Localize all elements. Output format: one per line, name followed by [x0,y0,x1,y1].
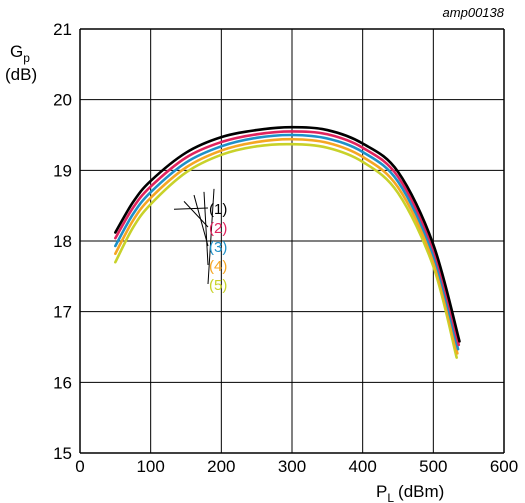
y-tick-label: 19 [53,161,72,180]
x-tick-label: 400 [348,457,376,476]
x-tick-label: 300 [278,457,306,476]
y-tick-label: 15 [53,444,72,463]
x-tick-labels: 0 100 200 300 400 500 600 [75,457,518,476]
x-tick-label: 100 [136,457,164,476]
y-tick-label: 18 [53,232,72,251]
label-leader-line [207,188,215,285]
curve-label: (2) [209,220,227,237]
x-axis-label: PL (dBm) [376,482,444,503]
x-tick-label: 600 [490,457,518,476]
label-leader-line [203,191,209,266]
y-tick-label: 21 [53,20,72,39]
y-tick-label: 20 [53,91,72,110]
y-tick-labels: 15 16 17 18 19 20 21 [53,20,72,463]
y-axis-unit: (dB) [5,65,37,84]
x-tick-label: 500 [419,457,447,476]
y-tick-label: 16 [53,373,72,392]
grid [79,28,505,454]
chart-identifier: amp00138 [443,5,505,20]
curve-labels: (1) (2) (3) (4) (5) [209,201,227,294]
series-line-4 [114,137,459,355]
y-tick-label: 17 [53,303,72,322]
curves [114,125,461,359]
curve-label: (4) [209,258,227,275]
y-axis-label: Gp [10,42,30,65]
series-line-1 [114,125,461,343]
x-tick-label: 0 [75,457,84,476]
label-leaders [173,188,215,285]
label-leader-line [183,201,209,228]
series-line-5 [114,142,458,359]
series-line-2 [114,130,461,347]
curve-label: (3) [209,239,227,256]
curve-label: (1) [209,201,227,218]
series-line-3 [114,133,460,351]
label-leader-line [193,194,209,247]
curve-label: (5) [209,277,227,294]
x-tick-label: 200 [207,457,235,476]
